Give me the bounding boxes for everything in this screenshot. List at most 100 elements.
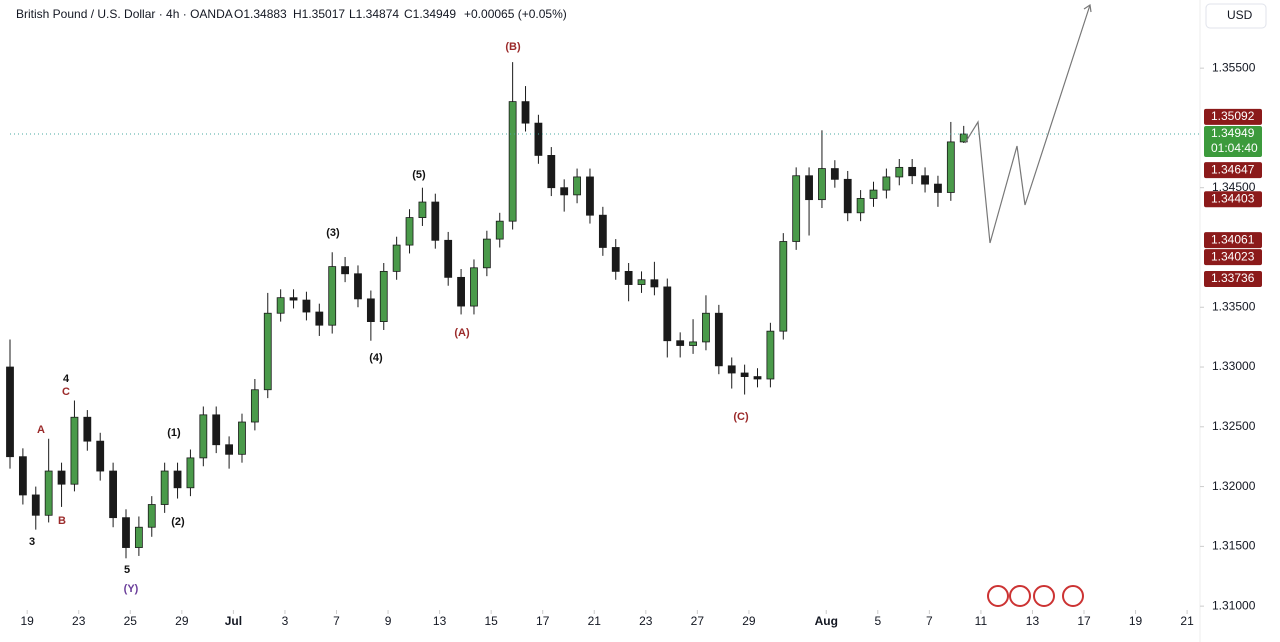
y-tick-label: 1.31500 — [1212, 539, 1256, 553]
price-tag — [1204, 249, 1262, 266]
candle-body — [366, 298, 375, 322]
candle-body — [611, 247, 620, 272]
candle-body — [869, 189, 878, 199]
candle-body — [650, 279, 659, 288]
candle-body — [676, 340, 685, 346]
candle-body — [444, 239, 453, 278]
event-flag[interactable] — [1062, 585, 1084, 607]
wave-label: 5 — [124, 564, 130, 576]
x-tick-label: Jul — [225, 614, 242, 628]
candle-body — [598, 214, 607, 248]
wave-label: (B) — [505, 41, 521, 53]
candle-body — [122, 517, 130, 548]
candle-body — [70, 416, 79, 485]
candle-body — [44, 470, 53, 516]
x-tick-label: Aug — [815, 614, 838, 628]
candle-body — [354, 273, 362, 300]
x-tick-label: 13 — [433, 614, 447, 628]
candle-body — [560, 187, 569, 196]
candle-body — [315, 311, 324, 326]
grid-layer: 1.35500 1.34500 1.33500 1.33000 1.32500 1.320… — [21, 60, 1256, 628]
candle-body — [276, 297, 285, 314]
x-tick-label: 5 — [874, 614, 881, 628]
price-tag-countdown: 01:04:40 — [1211, 141, 1258, 155]
x-tick-label: 13 — [1026, 614, 1040, 628]
candle-body — [392, 244, 401, 272]
x-tick-label: 29 — [742, 614, 756, 628]
candle-body — [534, 122, 543, 156]
y-tick-label: 1.32500 — [1212, 419, 1256, 433]
price-tag — [1204, 232, 1262, 249]
x-tick-label: 7 — [333, 614, 340, 628]
candle-body — [134, 526, 143, 548]
x-tick-label: 29 — [175, 614, 189, 628]
event-flags — [987, 585, 1084, 607]
candle-body — [547, 155, 556, 189]
x-tick-label: 23 — [639, 614, 653, 628]
candle-body — [199, 414, 208, 459]
candle-body — [431, 201, 440, 241]
price-tag-label: 1.34061 — [1211, 232, 1255, 246]
candle-body — [83, 416, 92, 442]
candle-body — [663, 286, 672, 342]
candle-body — [882, 176, 891, 191]
candle-body — [908, 166, 917, 177]
y-tick-label: 1.33000 — [1212, 359, 1256, 373]
x-tick-label: 23 — [72, 614, 86, 628]
price-tag — [1204, 108, 1262, 125]
x-tick-label: 3 — [282, 614, 289, 628]
candle-body — [779, 241, 788, 332]
candle-body — [766, 330, 775, 380]
candle-body — [302, 299, 311, 313]
event-flag[interactable] — [987, 585, 1009, 607]
currency-box[interactable] — [1205, 3, 1267, 29]
candle-body — [341, 266, 349, 275]
candle-body — [57, 470, 66, 485]
price-tag-label: 1.34949 — [1211, 126, 1255, 140]
candle-body — [263, 312, 272, 391]
candle-body — [212, 414, 221, 446]
candle-body — [727, 365, 736, 374]
projection-path — [964, 4, 1091, 244]
event-flag[interactable] — [1009, 585, 1031, 607]
candle-body — [470, 267, 478, 307]
candle-body — [18, 456, 27, 496]
wave-label: (A) — [454, 327, 470, 339]
candle-body — [573, 176, 581, 196]
x-tick-label: 7 — [926, 614, 933, 628]
candle-body — [637, 279, 646, 285]
event-flag[interactable] — [1033, 585, 1055, 607]
projection-arrowhead — [1083, 3, 1092, 13]
y-tick-label: 1.35500 — [1212, 60, 1256, 74]
candle-body — [482, 238, 491, 269]
y-tick-label: 1.33500 — [1212, 299, 1256, 313]
wave-label: (5) — [412, 169, 426, 181]
wave-label: 3 — [29, 536, 35, 548]
wave-label: (1) — [167, 427, 181, 439]
candle-body — [289, 297, 298, 301]
x-tick-label: 21 — [588, 614, 602, 628]
candle-body — [173, 470, 182, 489]
candle-body — [702, 312, 710, 343]
candle-body — [379, 270, 388, 322]
candle-body — [31, 494, 40, 516]
candle-body — [521, 101, 530, 124]
x-tick-label: 15 — [484, 614, 498, 628]
price-tag-layer: 1.350921.3494901:04:401.346471.344031.34… — [1204, 108, 1262, 288]
wave-label: (Y) — [124, 583, 139, 595]
candle-body — [714, 312, 723, 367]
candle-body — [959, 133, 968, 143]
y-tick-label: 1.34500 — [1212, 180, 1256, 194]
x-tick-label: 11 — [975, 614, 988, 628]
price-tag-label: 1.34023 — [1211, 249, 1255, 263]
wave-label: B — [58, 515, 66, 527]
candle-body — [495, 220, 504, 240]
candle-body — [843, 178, 852, 214]
wave-label: A — [37, 424, 45, 436]
ohlc-high: H1.35017 — [293, 7, 345, 21]
candle-body — [225, 444, 233, 455]
candle-body — [921, 175, 929, 185]
wave-label: (C) — [733, 411, 749, 423]
candle-body — [147, 504, 156, 528]
